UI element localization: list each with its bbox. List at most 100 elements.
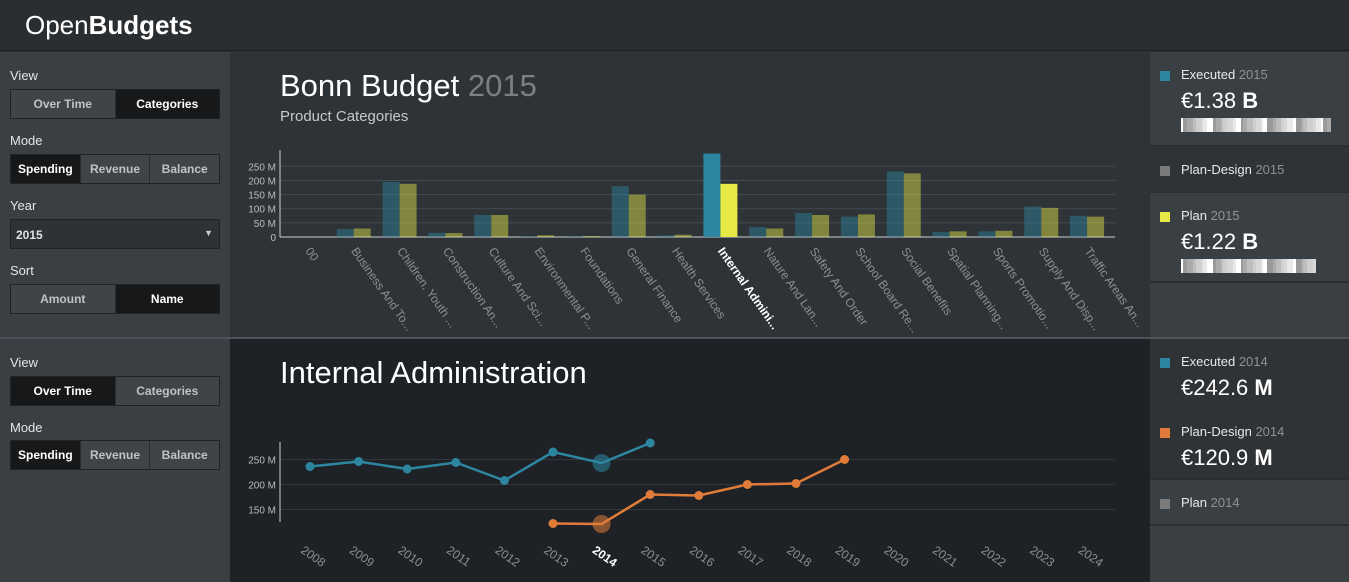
sparkline-bar — [1183, 259, 1187, 273]
budget-overview-panel: View Over Time Categories Mode Spending … — [0, 52, 1349, 337]
sparkline-bar — [1261, 259, 1263, 273]
x-tick-label: 2023 — [1027, 543, 1057, 570]
category-detail-panel: View Over Time Categories Mode Spending … — [0, 339, 1349, 582]
mode-spending-button[interactable]: Spending — [11, 155, 81, 183]
sparkline-bar — [1256, 118, 1261, 132]
sparkline-bar — [1307, 259, 1313, 273]
data-point-executed — [645, 438, 655, 448]
view-label: View — [10, 355, 38, 370]
x-tick-label: 2024 — [1076, 543, 1106, 570]
sparkline-bar — [1193, 259, 1196, 273]
data-point-executed — [354, 457, 364, 466]
category-chart-area: Bonn Budget 2015 Product Categories 0 50 … — [230, 52, 1150, 337]
sparkline-bar — [1233, 118, 1236, 132]
x-tick-label: 2012 — [493, 543, 523, 570]
legend-executed[interactable]: Executed 2014 €242.6 M — [1150, 339, 1349, 409]
bar-plan — [1041, 207, 1059, 237]
sparkline-bar — [1283, 259, 1287, 273]
sparkline-bar — [1183, 118, 1187, 132]
x-tick-label: 2008 — [298, 543, 328, 570]
bar-executed — [565, 236, 583, 237]
year-select[interactable]: 2015 ▼ — [10, 219, 220, 249]
bar-plan — [628, 194, 646, 237]
y-tick-label: 150 M — [248, 191, 276, 202]
data-point-plan-design — [592, 515, 611, 533]
legend-plan[interactable]: Plan 2014 — [1150, 480, 1349, 526]
sparkline-bar — [1303, 118, 1307, 132]
time-chart-area: Internal Administration 150 M 200 M 250 M 2… — [230, 339, 1150, 582]
mode-balance-button[interactable]: Balance — [150, 441, 220, 469]
data-point-plan-design — [645, 490, 655, 499]
bar-plan — [399, 183, 417, 237]
sort-toggle: Amount Name — [10, 284, 220, 314]
sparkline-bar — [1247, 118, 1253, 132]
bar-plan — [812, 214, 830, 237]
legend-plan[interactable]: Plan 2015 €1.22 B — [1150, 193, 1349, 283]
bar-plan — [1087, 216, 1105, 237]
bar-executed — [382, 181, 400, 237]
legend-plan-design[interactable]: Plan-Design 2015 — [1150, 147, 1349, 193]
plan-sparkline — [1181, 259, 1316, 273]
sparkline-bar — [1241, 259, 1243, 273]
sparkline-bar — [1313, 259, 1316, 273]
page-subtitle: Product Categories — [280, 108, 409, 125]
mode-balance-button[interactable]: Balance — [150, 155, 220, 183]
over-time-line-chart: 150 M 200 M 250 M 2008 2009 2010 2011 2012 2013 2… — [248, 438, 1115, 570]
view-over-time-button[interactable]: Over Time — [11, 377, 116, 405]
sparkline-bar — [1243, 259, 1247, 273]
view-toggle: Over Time Categories — [10, 376, 220, 406]
sparkline-bar — [1303, 259, 1307, 273]
sparkline-bar — [1203, 118, 1207, 132]
mode-revenue-button[interactable]: Revenue — [80, 155, 151, 183]
legend-executed[interactable]: Executed 2015 €1.38 B — [1150, 52, 1349, 147]
bar-executed — [795, 212, 813, 237]
sort-name-button[interactable]: Name — [115, 285, 219, 313]
sparkline-bar — [1196, 259, 1201, 273]
sparkline-bar — [1281, 118, 1283, 132]
sparkline-bar — [1227, 259, 1233, 273]
legend-executed-label: Executed 2014 — [1181, 354, 1268, 369]
sparkline-bar — [1207, 259, 1213, 273]
sparkline-bar — [1293, 259, 1296, 273]
sparkline-bar — [1287, 118, 1293, 132]
y-tick-label: 0 — [270, 233, 276, 244]
bar-plan — [353, 228, 371, 237]
sparkline-bar — [1221, 259, 1223, 273]
x-tick-label: 00 — [302, 245, 321, 264]
sparkline-bar — [1207, 118, 1213, 132]
y-tick-label: 250 M — [248, 162, 276, 173]
legend-plan-value: €1.22 B — [1181, 229, 1259, 254]
controls-sidebar-bottom: View Over Time Categories Mode Spending … — [0, 339, 230, 582]
view-categories-button[interactable]: Categories — [115, 377, 219, 405]
data-point-plan-design — [791, 479, 801, 488]
x-tick-label: 2009 — [347, 543, 377, 570]
sparkline-bar — [1256, 259, 1261, 273]
legend-plan-design[interactable]: Plan-Design 2014 €120.9 M — [1150, 409, 1349, 480]
sparkline-bar — [1327, 118, 1331, 132]
sparkline-bar — [1301, 118, 1303, 132]
x-tick-label: 2013 — [541, 543, 571, 570]
sparkline-bar — [1276, 118, 1281, 132]
data-point-plan-design — [548, 519, 558, 528]
view-over-time-button[interactable]: Over Time — [11, 90, 116, 118]
app-logo[interactable]: OpenBudgets — [25, 10, 193, 40]
legend-executed-value: €242.6 M — [1181, 375, 1273, 400]
sparkline-bar — [1187, 259, 1193, 273]
sparkline-bar — [1247, 259, 1253, 273]
sparkline-bar — [1213, 118, 1216, 132]
legend-plan-label: Plan 2014 — [1181, 495, 1240, 510]
controls-sidebar: View Over Time Categories Mode Spending … — [0, 52, 230, 337]
bar-executed — [886, 171, 904, 237]
sparkline-bar — [1301, 259, 1303, 273]
mode-revenue-button[interactable]: Revenue — [80, 441, 151, 469]
sparkline-bar — [1321, 118, 1323, 132]
sort-amount-button[interactable]: Amount — [11, 285, 116, 313]
x-tick-label: 2022 — [979, 543, 1009, 570]
bar-executed — [474, 214, 492, 237]
mode-spending-button[interactable]: Spending — [11, 441, 81, 469]
sparkline-bar — [1263, 259, 1267, 273]
legend-bottom: Executed 2014 €242.6 M Plan-Design 2014 … — [1150, 339, 1349, 582]
data-point-executed — [402, 464, 412, 474]
view-categories-button[interactable]: Categories — [115, 90, 219, 118]
data-point-executed — [548, 447, 558, 457]
